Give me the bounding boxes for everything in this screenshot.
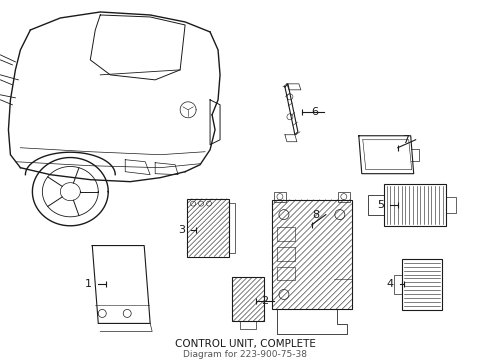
Bar bbox=[274, 192, 286, 202]
Bar bbox=[368, 195, 384, 215]
Bar bbox=[240, 321, 256, 329]
Text: CONTROL UNIT, COMPLETE: CONTROL UNIT, COMPLETE bbox=[174, 339, 316, 349]
Bar bbox=[187, 199, 229, 257]
Bar bbox=[338, 192, 350, 202]
Bar bbox=[229, 203, 235, 253]
Text: 5: 5 bbox=[377, 200, 384, 210]
Bar bbox=[277, 266, 295, 280]
Bar bbox=[232, 278, 264, 321]
Bar bbox=[445, 197, 456, 213]
Bar bbox=[277, 226, 295, 240]
Text: 8: 8 bbox=[313, 210, 320, 220]
Bar bbox=[277, 247, 295, 261]
Text: 4: 4 bbox=[387, 279, 394, 289]
Text: Diagram for 223-900-75-38: Diagram for 223-900-75-38 bbox=[183, 350, 307, 359]
Bar bbox=[394, 275, 402, 294]
Text: 7: 7 bbox=[403, 135, 410, 145]
Text: 1: 1 bbox=[85, 279, 92, 289]
Bar bbox=[402, 258, 441, 310]
Text: 6: 6 bbox=[311, 107, 318, 117]
Bar bbox=[272, 200, 352, 310]
Text: 2: 2 bbox=[261, 296, 268, 306]
Bar bbox=[384, 184, 445, 226]
Text: 3: 3 bbox=[178, 225, 185, 235]
